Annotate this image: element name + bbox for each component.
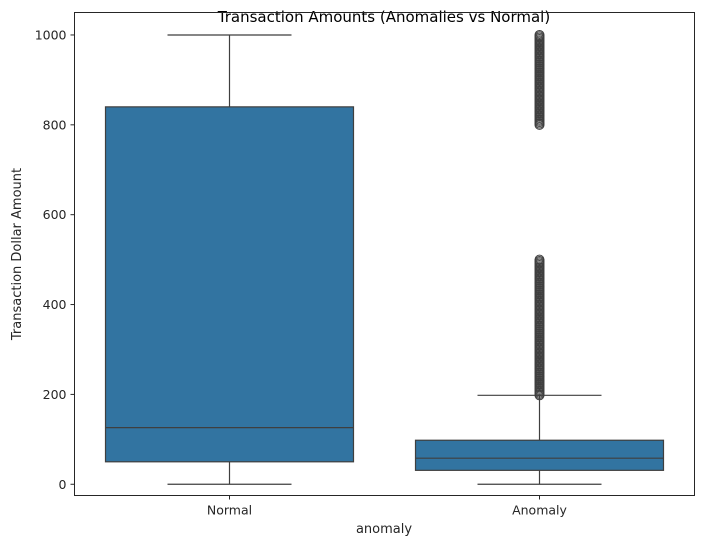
y-tick-label: 200 [43, 387, 67, 402]
y-axis-label: Transaction Dollar Amount [10, 168, 25, 341]
y-tick-label: 1000 [35, 27, 67, 42]
outliers-anomaly-1 [534, 29, 545, 130]
x-tick-label: Anomaly [512, 503, 567, 518]
outlier-point [534, 254, 545, 265]
x-axis-label: anomaly [356, 522, 412, 537]
x-axis: Normal Anomaly [207, 495, 568, 518]
box-normal [104, 106, 355, 463]
y-tick-label: 600 [43, 207, 67, 222]
y-axis: 0 200 400 600 800 1000 [35, 27, 75, 492]
plot-area [74, 12, 695, 496]
y-tick-label: 800 [43, 117, 67, 132]
chart-title: Transaction Amounts (Anomalies vs Normal… [217, 8, 550, 26]
x-tick-label: Normal [207, 503, 252, 518]
chart-marks [104, 29, 665, 485]
outliers-anomaly-0 [534, 254, 545, 401]
outlier-point [534, 29, 545, 40]
y-tick-label: 400 [43, 297, 67, 312]
box-anomaly [414, 439, 665, 471]
y-tick-label: 0 [59, 477, 67, 492]
